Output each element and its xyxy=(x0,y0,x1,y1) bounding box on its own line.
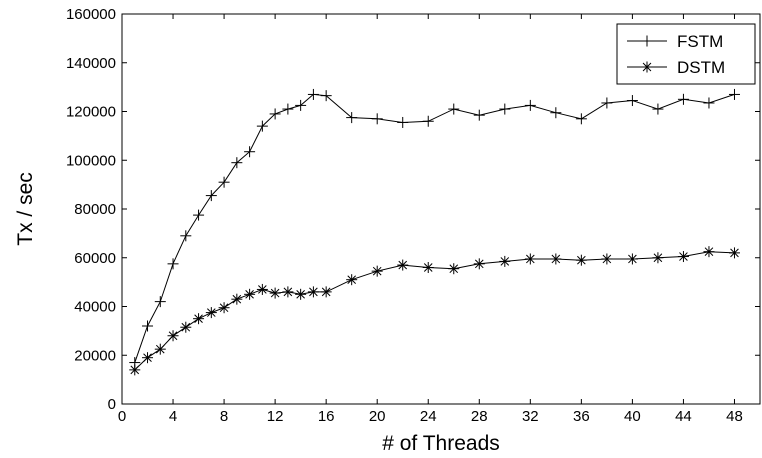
legend-label-fstm: FSTM xyxy=(677,32,723,51)
y-tick-label-20000: 20000 xyxy=(74,347,116,364)
y-tick-label-0: 0 xyxy=(108,396,116,413)
data-point-dstm-23 xyxy=(499,256,510,267)
x-tick-label-16: 16 xyxy=(318,408,335,425)
legend: FSTM DSTM xyxy=(617,24,755,84)
x-tick-label-4: 4 xyxy=(169,408,177,425)
data-point-dstm-3 xyxy=(155,344,166,355)
data-point-dstm-2 xyxy=(142,352,153,363)
data-point-dstm-14 xyxy=(295,289,306,300)
x-tick-label-48: 48 xyxy=(726,408,743,425)
data-point-dstm-10 xyxy=(244,289,255,300)
y-tick-label-60000: 60000 xyxy=(74,250,116,267)
y-tick-label-160000: 160000 xyxy=(66,6,116,23)
legend-marker-dstm xyxy=(642,62,653,73)
x-tick-label-36: 36 xyxy=(573,408,590,425)
data-point-dstm-4 xyxy=(168,330,179,341)
data-point-dstm-13 xyxy=(282,286,293,297)
data-point-dstm-31 xyxy=(703,246,714,257)
y-tick-label-140000: 140000 xyxy=(66,55,116,72)
data-point-dstm-1 xyxy=(129,364,140,375)
x-tick-label-12: 12 xyxy=(267,408,284,425)
data-point-dstm-15 xyxy=(308,286,319,297)
x-tick-label-0: 0 xyxy=(118,408,126,425)
data-point-dstm-29 xyxy=(652,252,663,263)
data-point-dstm-7 xyxy=(206,307,217,318)
data-point-dstm-26 xyxy=(576,255,587,266)
data-point-dstm-6 xyxy=(193,313,204,324)
data-point-dstm-30 xyxy=(678,251,689,262)
data-point-dstm-20 xyxy=(423,262,434,273)
data-point-dstm-17 xyxy=(346,274,357,285)
y-axis-label: Tx / sec xyxy=(14,172,37,246)
y-tick-label-40000: 40000 xyxy=(74,299,116,316)
data-point-dstm-8 xyxy=(219,302,230,313)
x-tick-label-8: 8 xyxy=(220,408,228,425)
x-axis-label: # of Threads xyxy=(382,432,500,455)
data-point-dstm-19 xyxy=(397,260,408,271)
x-tick-label-44: 44 xyxy=(675,408,692,425)
data-point-dstm-32 xyxy=(729,247,740,258)
x-tick-label-28: 28 xyxy=(471,408,488,425)
data-point-dstm-16 xyxy=(321,286,332,297)
data-point-dstm-11 xyxy=(257,284,268,295)
x-tick-label-24: 24 xyxy=(420,408,437,425)
x-tick-label-20: 20 xyxy=(369,408,386,425)
y-tick-label-80000: 80000 xyxy=(74,201,116,218)
data-point-dstm-27 xyxy=(601,253,612,264)
data-point-dstm-24 xyxy=(525,253,536,264)
data-point-dstm-9 xyxy=(231,294,242,305)
y-tick-label-100000: 100000 xyxy=(66,152,116,169)
data-point-dstm-28 xyxy=(627,253,638,264)
x-tick-label-40: 40 xyxy=(624,408,641,425)
data-point-dstm-21 xyxy=(448,263,459,274)
legend-label-dstm: DSTM xyxy=(677,58,725,77)
data-point-dstm-12 xyxy=(270,288,281,299)
data-point-dstm-5 xyxy=(180,322,191,333)
x-tick-label-32: 32 xyxy=(522,408,539,425)
y-tick-label-120000: 120000 xyxy=(66,104,116,121)
data-point-dstm-18 xyxy=(372,266,383,277)
data-point-dstm-25 xyxy=(550,253,561,264)
data-point-dstm-22 xyxy=(474,258,485,269)
